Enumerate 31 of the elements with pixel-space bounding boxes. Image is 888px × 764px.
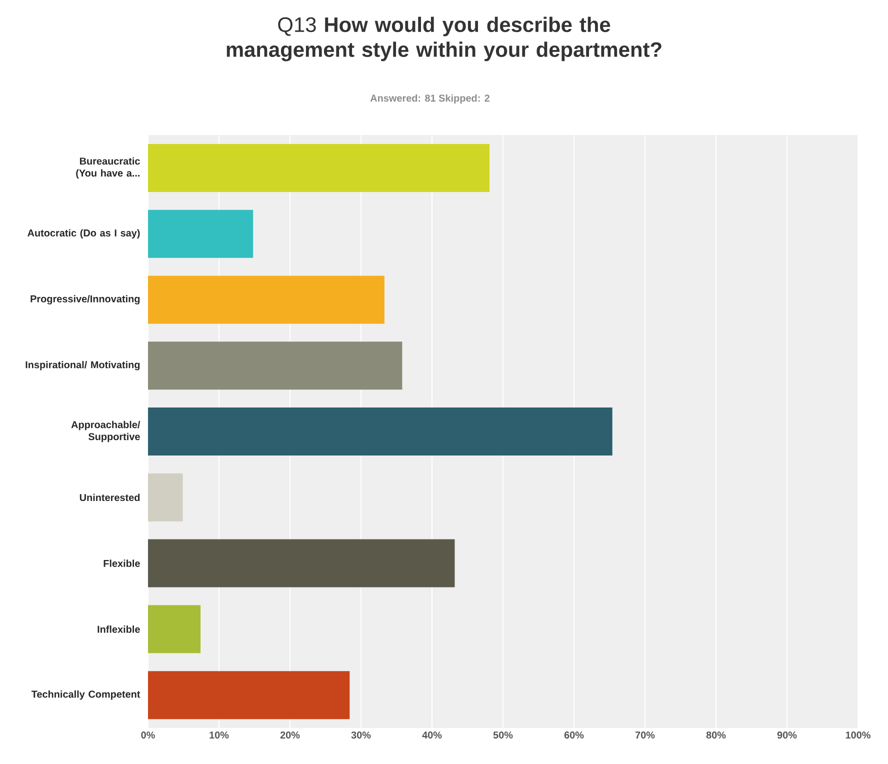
x-tick-label: 50% [493, 732, 513, 739]
x-tick-label: 70% [635, 732, 655, 739]
x-tick-label: 0% [141, 732, 155, 739]
chart-title: Q13 How would you describe the management style within your department? [226, 16, 662, 62]
bar [148, 605, 201, 654]
bar [148, 671, 350, 720]
x-tick-label: 30% [351, 732, 371, 739]
y-tick-label: Flexible [104, 560, 140, 567]
bar [148, 539, 455, 588]
x-tick-label: 60% [564, 732, 584, 739]
x-tick-label: 20% [280, 732, 300, 739]
bar [148, 408, 612, 456]
bar [148, 276, 384, 324]
chart-subtitle: Answered: 81 Skipped: 2 [370, 94, 490, 104]
x-tick-label: 40% [422, 732, 442, 739]
x-tick-label: 80% [706, 732, 726, 739]
x-tick-label: 90% [777, 732, 797, 739]
y-tick-label: Inspirational/ Motivating [26, 360, 140, 370]
y-tick-label: Bureaucratic (You have a... [76, 157, 140, 179]
y-tick-label: Inflexible [98, 626, 140, 633]
bar [148, 144, 490, 192]
y-tick-label: Autocratic (Do as I say) [28, 229, 140, 238]
bar [148, 473, 183, 522]
y-tick-label: Approachable/ Supportive [71, 420, 140, 442]
bar [148, 210, 254, 258]
bar [148, 342, 402, 390]
x-tick-label: 10% [210, 732, 229, 739]
y-tick-label: Technically Competent [31, 690, 140, 700]
x-tick-label: 100% [846, 732, 870, 739]
y-tick-label: Uninterested [80, 494, 140, 502]
y-tick-label: Progressive/Innovating [30, 295, 140, 304]
